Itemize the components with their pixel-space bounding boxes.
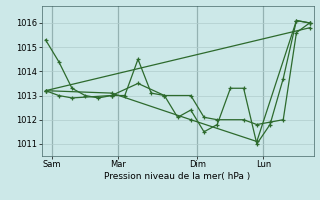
X-axis label: Pression niveau de la mer( hPa ): Pression niveau de la mer( hPa ) bbox=[104, 172, 251, 181]
